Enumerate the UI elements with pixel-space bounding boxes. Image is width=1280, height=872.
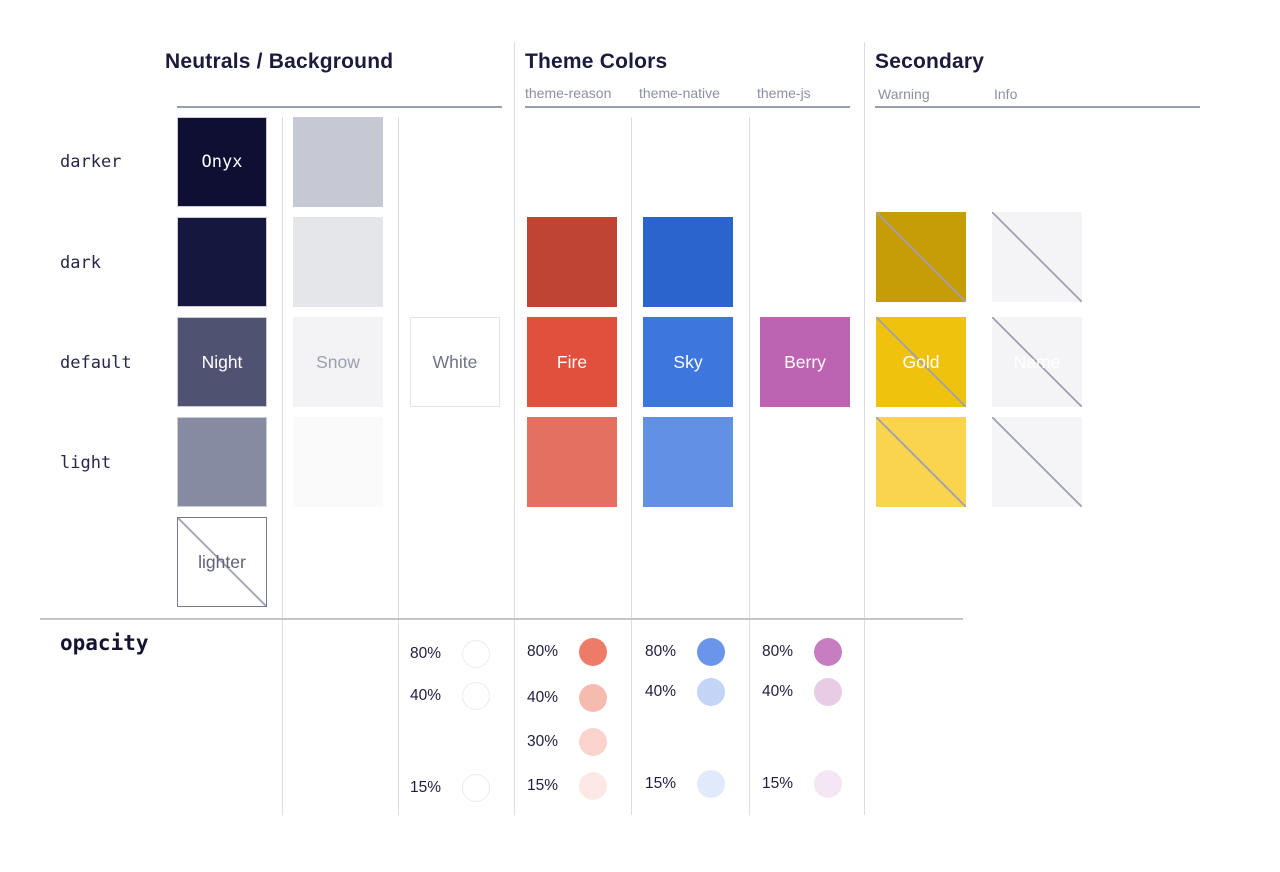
swatch-fire-label: Fire	[556, 351, 588, 372]
swatch-neutral-light	[177, 417, 267, 507]
opacity-fire-15: 15%	[527, 772, 607, 800]
swatch-night-label: Night	[201, 351, 243, 372]
column-divider	[398, 117, 399, 815]
opacity-pct-label: 80%	[645, 643, 677, 660]
opacity-separator	[40, 618, 963, 620]
opacity-sky-40: 40%	[645, 678, 725, 706]
opacity-pct-label: 15%	[527, 777, 559, 794]
opacity-section-label: opacity	[60, 631, 149, 655]
swatch-info-dark	[992, 212, 1082, 302]
column-divider	[282, 117, 283, 815]
opacity-pct-label: 30%	[527, 733, 559, 750]
swatch-gold-label: Gold	[902, 351, 940, 372]
opacity-dot	[579, 638, 607, 666]
opacity-pct-label: 80%	[762, 643, 794, 660]
opacity-dot	[697, 678, 725, 706]
swatch-gray-darker	[293, 117, 383, 207]
swatch-onyx: Onyx	[177, 117, 267, 207]
swatch-neutral-dark	[177, 217, 267, 307]
opacity-white-15: 15%	[410, 774, 490, 802]
opacity-pct-label: 80%	[527, 643, 559, 660]
opacity-dot	[697, 770, 725, 798]
opacity-fire-40: 40%	[527, 684, 607, 712]
swatch-white-label: White	[432, 351, 478, 372]
swatch-lighter-label: lighter	[198, 551, 246, 572]
opacity-dot	[462, 640, 490, 668]
opacity-dot	[579, 772, 607, 800]
swatch-fire: Fire	[527, 317, 617, 407]
swatch-sky: Sky	[643, 317, 733, 407]
swatch-info-light	[992, 417, 1082, 507]
opacity-fire-30: 30%	[527, 728, 607, 756]
swatch-gold-light	[876, 417, 966, 507]
swatch-info-default: Name	[992, 317, 1082, 407]
swatch-gray-dark	[293, 217, 383, 307]
row-label-darker: darker	[60, 152, 122, 172]
swatch-fire-light	[527, 417, 617, 507]
row-label-default: default	[60, 353, 132, 373]
column-label-theme-reason: theme-reason	[525, 85, 612, 101]
row-label-light: light	[60, 453, 112, 473]
opacity-dot	[814, 638, 842, 666]
opacity-pct-label: 40%	[762, 683, 794, 700]
swatch-night: Night	[177, 317, 267, 407]
column-label-theme-js: theme-js	[757, 85, 811, 101]
swatch-snow: Snow	[293, 317, 383, 407]
opacity-pct-label: 80%	[410, 645, 442, 662]
swatch-berry-label: Berry	[784, 351, 826, 372]
swatch-gold: Gold	[876, 317, 966, 407]
opacity-pct-label: 40%	[410, 687, 442, 704]
section-divider	[514, 42, 515, 815]
column-label-info: Info	[994, 86, 1018, 102]
secondary-section-title: Secondary	[875, 50, 985, 73]
column-divider	[631, 117, 632, 815]
opacity-sky-15: 15%	[645, 770, 725, 798]
opacity-pct-label: 15%	[645, 775, 677, 792]
swatch-info-label: Name	[1013, 351, 1061, 372]
neutrals-underline	[177, 106, 502, 108]
swatch-gray-light	[293, 417, 383, 507]
opacity-pct-label: 15%	[762, 775, 794, 792]
theme-section-title: Theme Colors	[525, 50, 668, 73]
opacity-dot	[814, 678, 842, 706]
swatch-snow-label: Snow	[316, 351, 360, 372]
opacity-berry-80: 80%	[762, 638, 842, 666]
neutrals-section-title: Neutrals / Background	[165, 50, 394, 73]
opacity-pct-label: 15%	[410, 779, 442, 796]
swatch-gold-dark	[876, 212, 966, 302]
swatch-lighter: lighter	[177, 517, 267, 607]
swatch-white: White	[410, 317, 500, 407]
opacity-sky-80: 80%	[645, 638, 725, 666]
column-label-warning: Warning	[878, 86, 930, 102]
opacity-dot	[814, 770, 842, 798]
opacity-white-80: 80%	[410, 640, 490, 668]
swatch-onyx-label: Onyx	[201, 152, 243, 172]
opacity-dot	[697, 638, 725, 666]
opacity-pct-label: 40%	[645, 683, 677, 700]
opacity-berry-40: 40%	[762, 678, 842, 706]
column-divider	[749, 117, 750, 815]
opacity-berry-15: 15%	[762, 770, 842, 798]
opacity-white-40: 40%	[410, 682, 490, 710]
swatch-sky-label: Sky	[673, 351, 703, 372]
theme-underline	[525, 106, 850, 108]
opacity-pct-label: 40%	[527, 689, 559, 706]
opacity-dot	[462, 682, 490, 710]
swatch-berry: Berry	[760, 317, 850, 407]
swatch-sky-dark	[643, 217, 733, 307]
row-label-dark: dark	[60, 253, 101, 273]
opacity-fire-80: 80%	[527, 638, 607, 666]
opacity-dot	[579, 684, 607, 712]
secondary-underline	[875, 106, 1200, 108]
swatch-sky-light	[643, 417, 733, 507]
opacity-dot	[462, 774, 490, 802]
opacity-dot	[579, 728, 607, 756]
swatch-fire-dark	[527, 217, 617, 307]
section-divider	[864, 42, 865, 815]
column-label-theme-native: theme-native	[639, 85, 720, 101]
